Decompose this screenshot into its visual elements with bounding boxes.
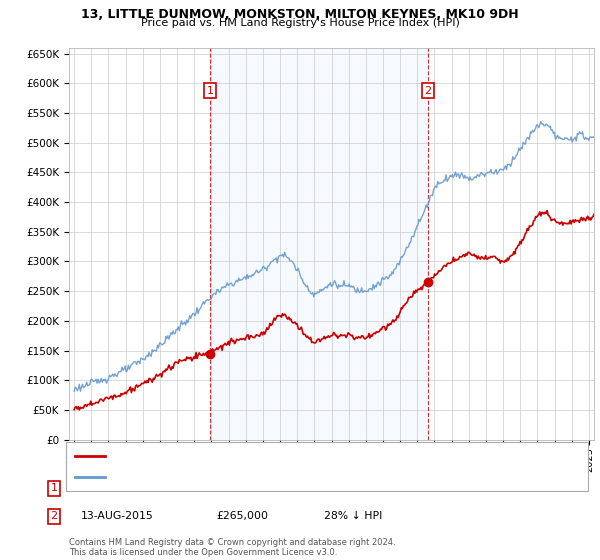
Text: 29-NOV-2002: 29-NOV-2002 — [81, 483, 154, 493]
Text: 13-AUG-2015: 13-AUG-2015 — [81, 511, 154, 521]
Text: £144,950: £144,950 — [216, 483, 268, 493]
Text: 2: 2 — [50, 511, 58, 521]
Text: 13, LITTLE DUNMOW, MONKSTON, MILTON KEYNES, MK10 9DH (detached house): 13, LITTLE DUNMOW, MONKSTON, MILTON KEYN… — [114, 451, 516, 461]
Text: 1: 1 — [50, 483, 58, 493]
Text: 32% ↓ HPI: 32% ↓ HPI — [324, 483, 382, 493]
Text: Contains HM Land Registry data © Crown copyright and database right 2024.
This d: Contains HM Land Registry data © Crown c… — [69, 538, 395, 557]
Text: 28% ↓ HPI: 28% ↓ HPI — [324, 511, 382, 521]
Text: HPI: Average price, detached house, Milton Keynes: HPI: Average price, detached house, Milt… — [114, 472, 368, 482]
Bar — [210, 48, 428, 440]
Text: £265,000: £265,000 — [216, 511, 268, 521]
Text: 2: 2 — [424, 86, 431, 96]
Text: 1: 1 — [206, 86, 214, 96]
Text: 13, LITTLE DUNMOW, MONKSTON, MILTON KEYNES, MK10 9DH: 13, LITTLE DUNMOW, MONKSTON, MILTON KEYN… — [81, 8, 519, 21]
Text: Price paid vs. HM Land Registry's House Price Index (HPI): Price paid vs. HM Land Registry's House … — [140, 18, 460, 28]
